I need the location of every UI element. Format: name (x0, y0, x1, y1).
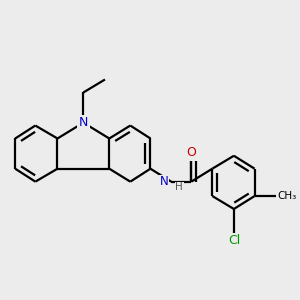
Text: O: O (186, 146, 196, 159)
Text: H: H (176, 182, 183, 192)
Text: N: N (160, 175, 168, 188)
Text: N: N (79, 116, 88, 129)
Text: Cl: Cl (228, 234, 240, 247)
Text: CH₃: CH₃ (277, 191, 296, 201)
